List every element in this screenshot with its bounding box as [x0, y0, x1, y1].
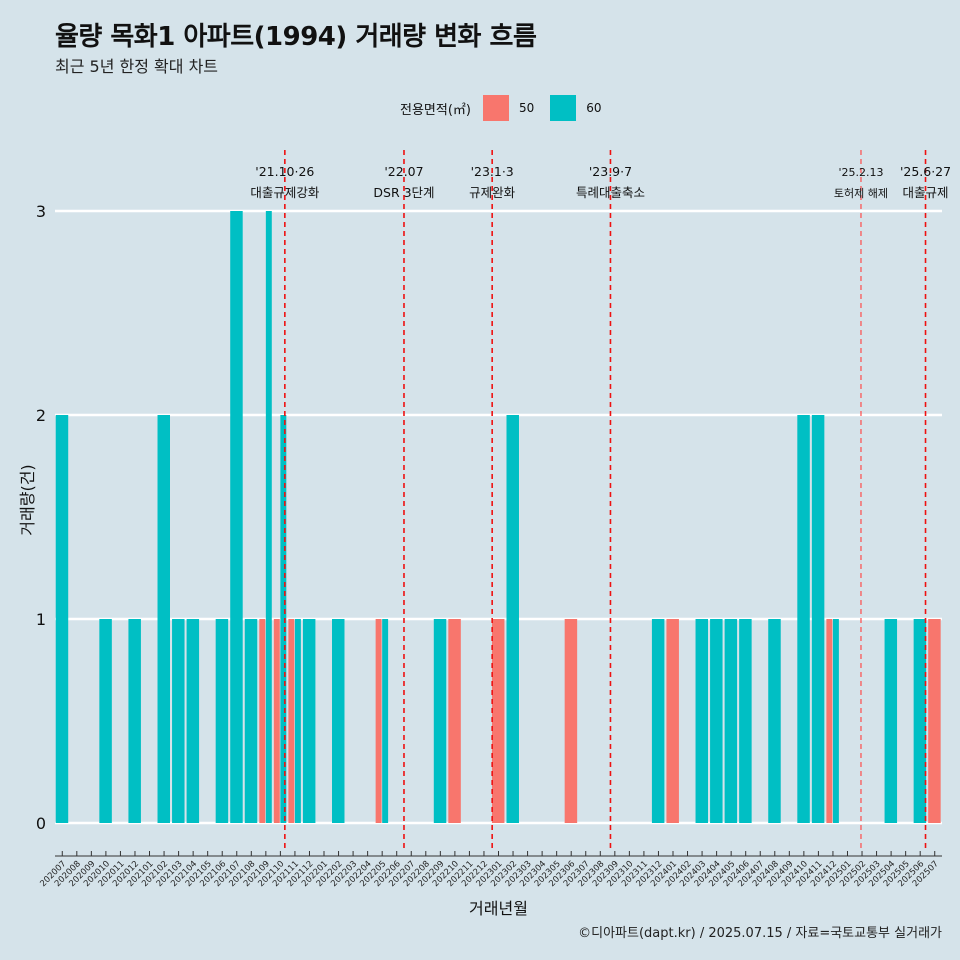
- bar-202209-60: [433, 619, 447, 823]
- event-date-label: '25.2.13: [838, 166, 883, 179]
- bar-202403-60: [695, 619, 709, 823]
- event-name-label: 특례대출축소: [576, 185, 645, 200]
- y-tick-label: 0: [36, 814, 46, 833]
- chart-title: 율량 목화1 아파트(1994) 거래량 변화 흐름: [55, 22, 537, 52]
- bar-202007-60: [55, 415, 69, 823]
- bar-202506-60: [913, 619, 927, 823]
- legend-key-60: [550, 95, 577, 121]
- bar-202111-60: [294, 619, 301, 823]
- bar-202406-60: [739, 619, 752, 823]
- bar-202306-50: [564, 619, 578, 823]
- event-name-label: 규제완화: [469, 185, 516, 200]
- bar-202110-50: [273, 619, 280, 823]
- bar-202111-50: [288, 619, 295, 823]
- bar-202401-50: [666, 619, 679, 823]
- bar-202312-60: [651, 619, 665, 823]
- bar-202210-50: [448, 619, 461, 823]
- bar-202103-60: [172, 619, 185, 823]
- x-axis-title: 거래년월: [469, 899, 528, 918]
- bar-202412-50: [826, 619, 833, 823]
- y-axis-title: 거래량(건): [18, 464, 37, 535]
- bar-202405-60: [724, 619, 738, 823]
- bar-202107-60: [230, 211, 243, 823]
- y-tick-label: 1: [36, 610, 46, 629]
- bar-202504-60: [884, 619, 898, 823]
- event-date-label: '22.07: [384, 164, 423, 179]
- event-name-label: 토허제 해제: [834, 186, 888, 200]
- bar-202102-60: [157, 415, 171, 823]
- event-name-label: 대출규제강화: [250, 185, 320, 200]
- bar-202109-60: [265, 211, 272, 823]
- event-name-label: DSR 3단계: [373, 185, 434, 200]
- bar-202110-60: [280, 415, 287, 823]
- bar-202507-50: [928, 619, 941, 823]
- legend-label-60: 60: [586, 101, 602, 115]
- y-tick-label: 2: [36, 406, 46, 425]
- event-name-label: 대출규제: [903, 185, 949, 200]
- bar-202410-60: [797, 415, 810, 823]
- bar-202104-60: [186, 619, 200, 823]
- bar-202408-60: [768, 619, 781, 823]
- bar-202202-60: [332, 619, 345, 823]
- chart-subtitle: 최근 5년 한정 확대 차트: [55, 57, 219, 76]
- bar-202106-60: [215, 619, 229, 823]
- bar-202109-50: [259, 619, 266, 823]
- y-tick-label: 3: [36, 202, 46, 221]
- legend: 전용면적(㎡) 50 60: [400, 94, 618, 122]
- bar-202411-60: [811, 415, 825, 823]
- bar-202010-60: [99, 619, 112, 823]
- legend-label-50: 50: [518, 101, 535, 115]
- event-date-label: '25.6·27: [900, 164, 951, 179]
- bar-202404-60: [710, 619, 723, 823]
- event-date-label: '21.10·26: [255, 164, 314, 179]
- bar-202205-60: [382, 619, 389, 823]
- legend-key-50: [482, 95, 509, 121]
- bar-202012-60: [128, 619, 141, 823]
- caption: ©디아파트(dapt.kr) / 2025.07.15 / 자료=국토교통부 실…: [578, 926, 942, 941]
- bar-202302-60: [506, 415, 519, 823]
- bar-202112-60: [302, 619, 316, 823]
- event-date-label: '23.9·7: [589, 164, 632, 179]
- bar-202412-60: [832, 619, 839, 823]
- bar-202108-60: [244, 619, 258, 823]
- bar-202301-50: [491, 619, 505, 823]
- legend-title: 전용면적(㎡): [400, 102, 471, 118]
- event-date-label: '23.1·3: [471, 164, 514, 179]
- bar-202205-50: [375, 619, 382, 823]
